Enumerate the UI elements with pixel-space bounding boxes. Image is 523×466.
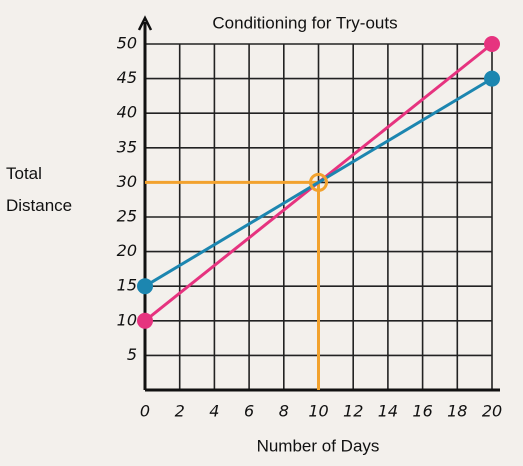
y-tick-label: 45 [117,68,137,87]
x-tick-label: 0 [140,402,150,421]
chart-title: Conditioning for Try-outs [212,13,397,32]
x-tick-label: 6 [244,402,254,421]
point [484,71,500,87]
x-tick-label: 18 [447,402,467,421]
y-axis-label: Total Distance [6,158,101,222]
x-tick-label: 14 [378,402,398,421]
y-tick-label: 25 [117,207,137,226]
x-tick-label: 16 [412,402,432,421]
y-tick-label: 20 [117,241,137,260]
y-tick-label: 30 [117,172,137,191]
x-tick-label: 20 [482,402,502,421]
chart: Conditioning for Try-outs Number of Days… [0,0,523,466]
y-tick-label: 10 [117,310,137,329]
y-tick-label: 5 [127,345,137,364]
y-tick-label: 15 [117,276,137,295]
point [137,313,153,329]
point [484,36,500,52]
y-tick-label: 40 [117,103,137,122]
x-tick-label: 12 [343,402,363,421]
y-tick-label: 50 [117,34,137,53]
x-tick-label: 10 [308,402,328,421]
y-tick-label: 35 [117,137,137,156]
x-tick-label: 4 [209,402,219,421]
x-tick-label: 2 [175,402,185,421]
x-tick-label: 8 [279,402,289,421]
point [137,278,153,294]
chart-page: Conditioning for Try-outs Number of Days… [0,0,523,466]
x-axis-label: Number of Days [257,436,380,455]
